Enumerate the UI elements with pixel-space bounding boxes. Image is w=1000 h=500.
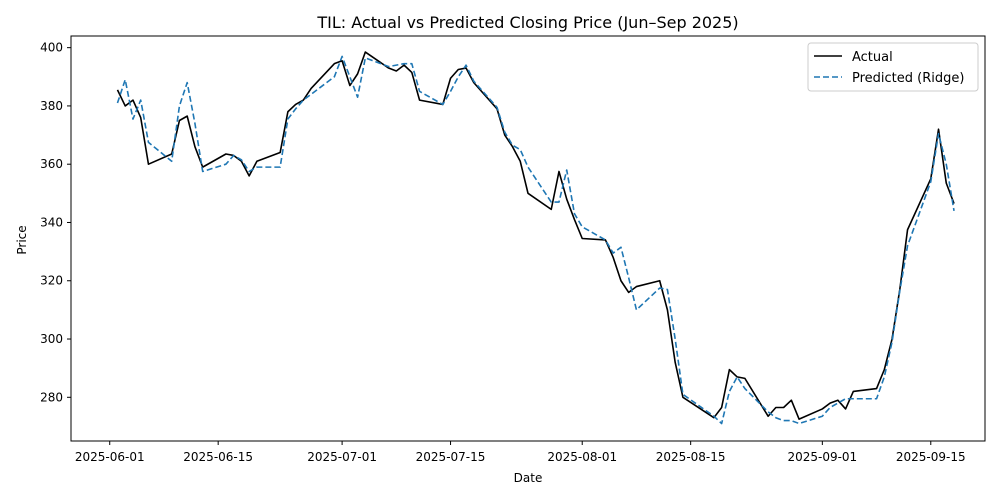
y-tick-label: 320 xyxy=(40,274,63,288)
x-tick-label: 2025-08-01 xyxy=(547,450,617,464)
x-tick-label: 2025-07-01 xyxy=(307,450,377,464)
y-axis-label: Price xyxy=(15,225,29,254)
legend-label-actual: Actual xyxy=(852,50,893,65)
series-layer xyxy=(116,51,955,425)
y-tick-label: 300 xyxy=(40,332,63,346)
x-tick-label: 2025-06-15 xyxy=(183,450,253,464)
x-axis-label: Date xyxy=(514,471,543,485)
x-tick-label: 2025-07-15 xyxy=(416,450,486,464)
legend-label-predicted: Predicted (Ridge) xyxy=(852,71,964,86)
legend-box xyxy=(807,42,979,92)
x-tick-label: 2025-09-15 xyxy=(896,450,966,464)
x-tick-label: 2025-06-01 xyxy=(75,450,145,464)
x-tick-label: 2025-09-01 xyxy=(787,450,857,464)
y-axis: 280 300 320 340 360 380 400 xyxy=(40,41,71,404)
y-tick-label: 360 xyxy=(40,157,63,171)
series-line-actual xyxy=(116,51,955,420)
y-tick-label: 280 xyxy=(40,390,63,404)
y-tick-label: 380 xyxy=(40,99,63,113)
x-axis: 2025-06-01 2025-06-15 2025-07-01 2025-07-15… xyxy=(75,441,966,464)
plot-frame xyxy=(70,35,986,442)
y-tick-label: 340 xyxy=(40,215,63,229)
legend: Actual Predicted (Ridge) xyxy=(807,42,979,92)
chart-title: TIL: Actual vs Predicted Closing Price (… xyxy=(316,13,738,32)
x-tick-label: 2025-08-15 xyxy=(656,450,726,464)
y-tick-label: 400 xyxy=(40,41,63,55)
plot-area: 2025-06-01 2025-06-15 2025-07-01 2025-07-15… xyxy=(40,35,986,464)
